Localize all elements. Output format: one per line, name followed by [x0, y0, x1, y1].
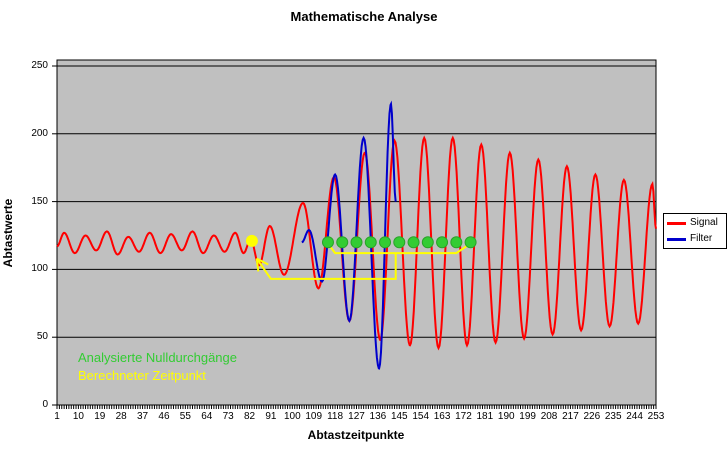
zero-crossing-dot — [464, 236, 477, 249]
x-tick-label: 253 — [647, 411, 665, 422]
zero-crossing-dot — [421, 236, 434, 249]
y-tick-label: 0 — [42, 399, 48, 410]
legend-item-signal: Signal — [667, 218, 723, 228]
zero-crossing-dot — [321, 236, 334, 249]
x-tick-label: 208 — [540, 411, 558, 422]
x-tick-label: 181 — [476, 411, 494, 422]
zero-crossing-dot — [436, 236, 449, 249]
x-tick-label: 136 — [369, 411, 387, 422]
chart-title: Mathematische Analyse — [290, 9, 438, 24]
x-tick-label: 154 — [412, 411, 430, 422]
signal-line-swatch — [667, 221, 686, 225]
x-tick-label: 118 — [327, 411, 344, 422]
x-tick-label: 46 — [158, 411, 170, 422]
zero-crossing-dot — [450, 236, 463, 249]
x-tick-label: 190 — [497, 411, 515, 422]
x-tick-comb — [56, 405, 657, 409]
x-tick-label: 100 — [283, 411, 301, 422]
x-tick-label: 82 — [243, 411, 256, 422]
zero-crossing-dot — [364, 236, 377, 249]
y-tick-label: 50 — [36, 331, 48, 343]
arrowhead — [256, 257, 269, 266]
x-tick-label: 91 — [265, 411, 277, 422]
x-tick-label: 217 — [562, 411, 579, 422]
legend-item-filter: Filter — [667, 234, 723, 244]
zero-crossing-dot — [336, 236, 349, 249]
x-tick-label: 73 — [222, 411, 234, 422]
legend: Signal Filter — [663, 213, 727, 249]
y-tick-label: 150 — [31, 195, 48, 207]
legend-label-filter: Filter — [690, 233, 713, 244]
arrowhead — [255, 258, 260, 272]
x-tick-label: 28 — [115, 411, 127, 422]
y-axis-title: Abtastwerte — [1, 198, 15, 268]
x-tick-label: 127 — [348, 411, 365, 422]
pointer-line — [255, 253, 397, 280]
zero-crossing-dot — [379, 236, 392, 249]
x-tick-label: 145 — [390, 411, 408, 422]
x-tick-label: 10 — [72, 411, 84, 422]
series-filter — [301, 100, 397, 370]
x-tick-label: 109 — [305, 411, 323, 422]
x-tick-label: 199 — [519, 411, 536, 422]
x-tick-label: 19 — [94, 411, 106, 422]
x-tick-label: 172 — [455, 411, 472, 422]
y-tick-label: 200 — [31, 127, 48, 139]
filter-line-swatch — [667, 237, 686, 241]
x-tick-label: 64 — [201, 411, 213, 422]
x-tick-label: 1 — [54, 411, 60, 422]
legend-label-signal: Signal — [690, 217, 718, 228]
computed-point-dot — [245, 234, 258, 247]
zero-crossing-dot — [407, 236, 420, 249]
x-tick-label: 235 — [604, 411, 622, 422]
annotation-zero-crossings: Analysierte Nulldurchgänge — [78, 350, 237, 365]
x-tick-label: 37 — [137, 411, 149, 422]
x-tick-label: 163 — [433, 411, 451, 422]
y-tick-label: 100 — [31, 263, 48, 275]
y-tick-label: 250 — [31, 60, 48, 71]
zero-crossing-dot — [393, 236, 406, 249]
x-tick-label: 226 — [583, 411, 601, 422]
annotation-computed-timepoint: Berechneter Zeitpunkt — [78, 368, 206, 383]
x-tick-label: 55 — [179, 411, 191, 422]
x-tick-label: 244 — [626, 411, 643, 422]
x-axis-title: Abtastzeitpunkte — [307, 428, 405, 442]
zero-crossing-dot — [350, 236, 363, 249]
